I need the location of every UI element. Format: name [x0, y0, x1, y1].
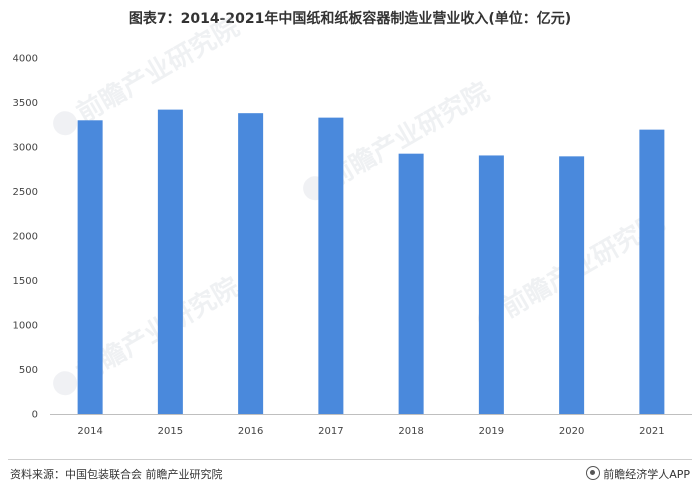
x-tick-label: 2015 [158, 426, 183, 437]
bar-2018 [398, 153, 424, 415]
y-tick-label: 1500 [13, 276, 38, 287]
y-tick-label: 1000 [13, 321, 38, 332]
y-tick-label: 3000 [13, 143, 38, 154]
y-tick-label: 2500 [13, 187, 38, 198]
x-tick-label: 2020 [559, 426, 584, 437]
bar-2021 [639, 129, 665, 414]
x-tick-label: 2019 [479, 426, 504, 437]
y-tick-label: 500 [19, 365, 38, 376]
x-axis: 2014 2015 2016 2017 2018 2019 2020 2021 [77, 426, 664, 437]
x-tick-label: 2016 [238, 426, 263, 437]
x-tick-label: 2017 [318, 426, 343, 437]
y-axis: 0 500 1000 1500 2000 2500 3000 3500 4000 [13, 54, 38, 421]
watermark-logo-icon [53, 371, 78, 396]
y-tick-label: 2000 [13, 232, 38, 243]
bar-series [77, 109, 665, 415]
bar-2015 [157, 109, 183, 415]
bar-chart: 前瞻产业研究院前瞻产业研究院前瞻产业研究院前瞻产业研究院 05001000150… [13, 11, 692, 437]
bar-2014 [77, 120, 103, 415]
x-tick-label: 2021 [639, 426, 664, 437]
chart-title: 图表7：2014-2021年中国纸和纸板容器制造业营业收入(单位：亿元) [128, 11, 572, 27]
watermark-logo-icon [53, 111, 78, 136]
bar-2020 [559, 156, 585, 414]
watermark: 前瞻产业研究院 [53, 11, 245, 136]
y-tick-label: 4000 [13, 54, 38, 65]
x-tick-label: 2014 [77, 426, 102, 437]
bar-2019 [478, 155, 504, 414]
brand-credit: 前瞻经济学人APP [586, 466, 690, 482]
x-tick-label: 2018 [398, 426, 423, 437]
bar-2016 [238, 113, 264, 415]
source-note: 资料来源：中国包装联合会 前瞻产业研究院 [10, 468, 223, 481]
watermark: 前瞻产业研究院 [53, 271, 245, 396]
y-tick-label: 3500 [13, 98, 38, 109]
y-tick-label: 0 [32, 410, 38, 421]
qianzhan-logo-icon [586, 466, 601, 480]
brand-label: 前瞻经济学人APP [603, 468, 690, 481]
footer-divider [8, 459, 692, 460]
bar-2017 [318, 117, 344, 414]
footer: 资料来源：中国包装联合会 前瞻产业研究院 前瞻经济学人APP [0, 459, 700, 491]
